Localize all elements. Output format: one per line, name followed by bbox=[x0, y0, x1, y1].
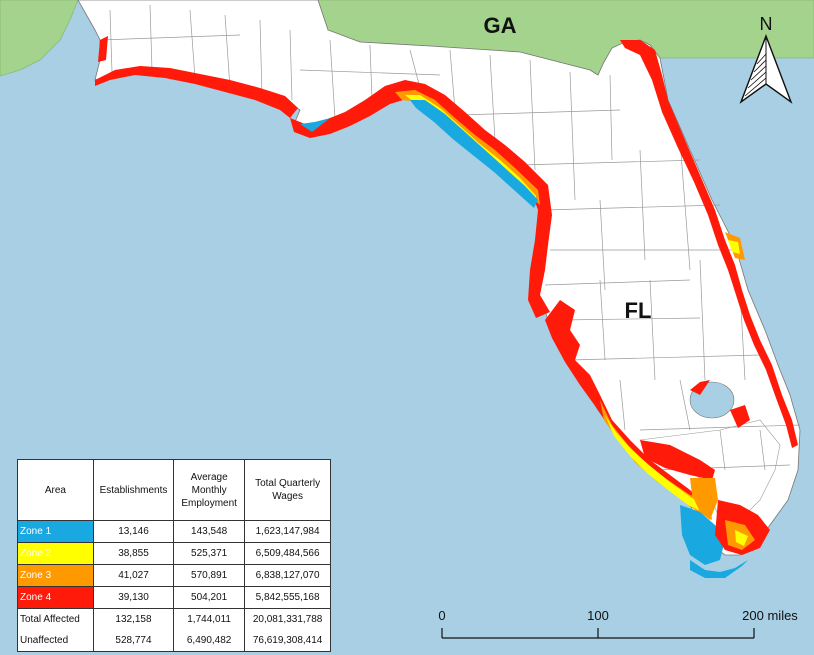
row-wages: 1,623,147,984 bbox=[244, 520, 331, 543]
table-row-zone-3: Zone 3 41,027 570,891 6,838,127,070 bbox=[17, 564, 331, 587]
row-establishments: 41,027 bbox=[92, 564, 175, 587]
table-header-row: Area Establishments Average Monthly Empl… bbox=[17, 459, 331, 521]
florida-label: FL bbox=[625, 298, 652, 323]
row-area: Zone 1 bbox=[17, 520, 94, 543]
row-establishments: 38,855 bbox=[92, 542, 175, 565]
row-establishments: 132,158 bbox=[92, 608, 175, 630]
row-wages: 6,838,127,070 bbox=[244, 564, 331, 587]
row-employment: 570,891 bbox=[173, 564, 246, 587]
header-area: Area bbox=[17, 459, 94, 521]
header-establishments: Establishments bbox=[92, 459, 175, 521]
row-employment: 143,548 bbox=[173, 520, 246, 543]
row-wages: 20,081,331,788 bbox=[244, 608, 331, 630]
scale-bar-lines bbox=[441, 628, 755, 639]
row-establishments: 39,130 bbox=[92, 586, 175, 609]
scale-label-200: 200 miles bbox=[742, 608, 798, 623]
row-area: Total Affected bbox=[17, 608, 94, 630]
table-row-zone-1: Zone 1 13,146 143,548 1,623,147,984 bbox=[17, 520, 331, 543]
header-employment: Average Monthly Employment bbox=[173, 459, 246, 521]
surge-zones bbox=[95, 36, 798, 578]
row-wages: 5,842,555,168 bbox=[244, 586, 331, 609]
table-row-unaffected: Unaffected 528,774 6,490,482 76,619,308,… bbox=[17, 630, 331, 652]
table-row-total-affected: Total Affected 132,158 1,744,011 20,081,… bbox=[17, 608, 331, 630]
row-wages: 6,509,484,566 bbox=[244, 542, 331, 565]
north-label: N bbox=[760, 14, 773, 34]
scale-bar: 0 100 200 miles bbox=[438, 608, 798, 639]
scale-label-100: 100 bbox=[587, 608, 609, 623]
row-area: Zone 4 bbox=[17, 586, 94, 609]
scale-label-0: 0 bbox=[438, 608, 445, 623]
georgia-label: GA bbox=[484, 13, 517, 38]
header-wages: Total Quarterly Wages bbox=[244, 459, 331, 521]
row-wages: 76,619,308,414 bbox=[244, 630, 331, 652]
row-establishments: 13,146 bbox=[92, 520, 175, 543]
north-arrow: N bbox=[739, 14, 793, 104]
table-row-zone-2: Zone 2 38,855 525,371 6,509,484,566 bbox=[17, 542, 331, 565]
row-area: Unaffected bbox=[17, 630, 94, 652]
row-area: Zone 3 bbox=[17, 564, 94, 587]
economic-impact-table: Area Establishments Average Monthly Empl… bbox=[17, 459, 331, 652]
row-employment: 1,744,011 bbox=[173, 608, 246, 630]
row-employment: 504,201 bbox=[173, 586, 246, 609]
table-row-zone-4: Zone 4 39,130 504,201 5,842,555,168 bbox=[17, 586, 331, 609]
row-employment: 6,490,482 bbox=[173, 630, 246, 652]
row-area: Zone 2 bbox=[17, 542, 94, 565]
row-employment: 525,371 bbox=[173, 542, 246, 565]
row-establishments: 528,774 bbox=[92, 630, 175, 652]
